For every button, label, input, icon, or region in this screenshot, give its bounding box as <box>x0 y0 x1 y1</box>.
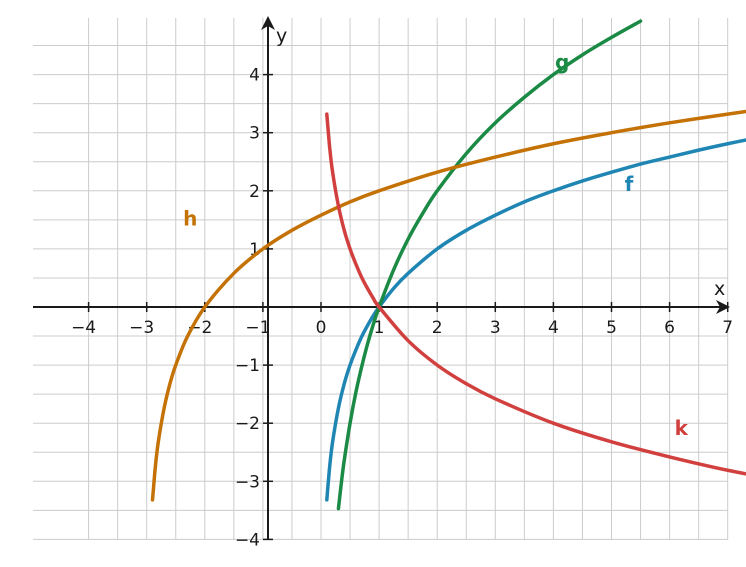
x-tick-label: 6 <box>664 318 675 338</box>
x-tick-label: 5 <box>606 318 617 338</box>
curve-labels: f g h k <box>183 50 688 440</box>
axes: x y <box>33 16 730 540</box>
y-tick-label: −4 <box>235 530 260 550</box>
curve-label-f: f <box>625 172 634 196</box>
curve-h <box>150 109 746 502</box>
y-tick-label: 4 <box>249 66 260 86</box>
curve-f <box>325 138 746 502</box>
x-tick-label: −3 <box>129 318 154 338</box>
x-tick-label: 0 <box>316 318 327 338</box>
x-tick-label: 3 <box>490 318 501 338</box>
y-tick-label: 3 <box>249 124 260 144</box>
y-tick-label: −2 <box>235 414 260 434</box>
curve-label-h: h <box>183 207 197 231</box>
curve-label-g: g <box>555 50 569 74</box>
curve-label-k: k <box>675 416 689 440</box>
y-tick-label: 1 <box>249 240 260 260</box>
x-tick-label: −1 <box>245 318 270 338</box>
x-tick-label: 4 <box>548 318 559 338</box>
y-tick-label: −3 <box>235 472 260 492</box>
y-tick-label: −1 <box>235 356 260 376</box>
curve-k <box>325 112 746 476</box>
curve-g <box>336 19 643 511</box>
y-axis-label: y <box>276 25 287 47</box>
curves <box>150 19 746 511</box>
x-tick-label: −4 <box>71 318 96 338</box>
x-tick-label: 1 <box>374 318 385 338</box>
grid <box>33 18 729 540</box>
x-tick-label: 7 <box>722 318 733 338</box>
y-tick-label: 2 <box>249 182 260 202</box>
y-axis-arrow <box>261 16 275 30</box>
x-tick-label: 2 <box>432 318 443 338</box>
x-axis-arrow <box>716 300 730 314</box>
x-axis-label: x <box>714 278 725 300</box>
